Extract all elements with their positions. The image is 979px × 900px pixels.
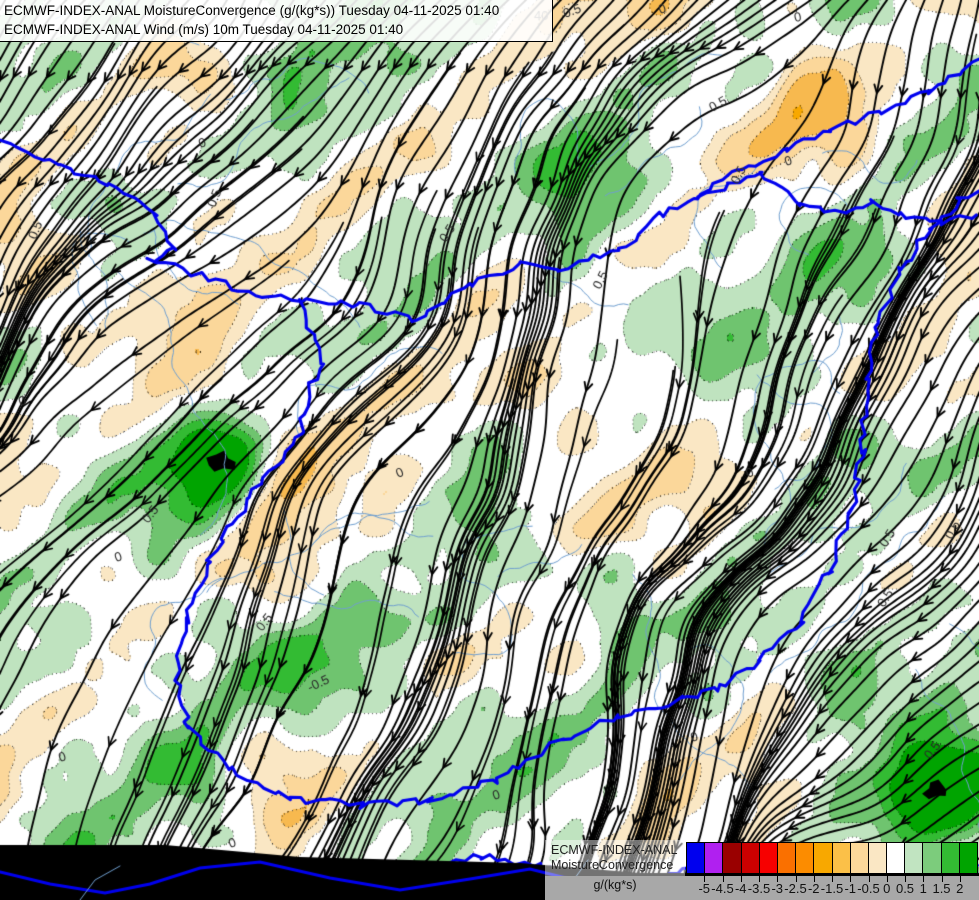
colorbar-tick-label-8: -1 <box>844 881 857 896</box>
colorbar-swatch-11[interactable] <box>887 843 906 873</box>
colorbar-swatch-1[interactable] <box>705 843 724 873</box>
colorbar-tick-1 <box>722 874 724 882</box>
colorbar-tick-12 <box>923 874 925 882</box>
colorbar-tick-label-0: -5 <box>698 881 711 896</box>
colorbar-swatches[interactable] <box>686 842 978 874</box>
colorbar-tick-7 <box>832 874 833 882</box>
colorbar-swatch-12[interactable] <box>905 843 924 873</box>
colorbar-swatch-14[interactable] <box>941 843 960 873</box>
colorbar-swatch-4[interactable] <box>759 843 778 873</box>
colorbar-tick-4 <box>777 874 779 882</box>
colorbar-swatch-5[interactable] <box>777 843 797 873</box>
colorbar-swatch-8[interactable] <box>832 843 851 873</box>
colorbar-tick-label-13: 1.5 <box>932 881 951 896</box>
colorbar-swatch-10[interactable] <box>868 843 888 873</box>
colorbar-tick-10 <box>886 874 888 882</box>
colorbar-tick-label-4: -3 <box>771 881 784 896</box>
colorbar-swatch-7[interactable] <box>814 843 833 873</box>
colorbar-tick-2 <box>740 874 742 882</box>
colorbar-swatch-13[interactable] <box>923 843 942 873</box>
colorbar-tick-13 <box>941 874 943 882</box>
colorbar-tick-label-3: -3.5 <box>747 881 771 896</box>
colorbar-swatch-2[interactable] <box>723 843 742 873</box>
colorbar-tick-3 <box>759 874 760 882</box>
map-title-overlay: ECMWF-INDEX-ANAL MoistureConvergence (g/… <box>0 0 553 42</box>
legend-gray-strip-left <box>545 876 685 900</box>
colorbar-swatch-15[interactable] <box>959 843 977 873</box>
colorbar-tick-label-12: 1 <box>919 881 927 896</box>
title-line-moisture-convergence: ECMWF-INDEX-ANAL MoistureConvergence (g/… <box>4 3 500 18</box>
colorbar-tick-label-5: -2.5 <box>784 881 807 896</box>
colorbar-tick-label-6: -2 <box>807 881 820 896</box>
colorbar-swatch-6[interactable] <box>796 843 815 873</box>
colorbar-tick-label-9: -0.5 <box>857 881 880 896</box>
legend-model-label: ECMWF-INDEX-ANAL <box>551 843 678 857</box>
colorbar-tick-8 <box>850 874 852 882</box>
colorbar-tick-0 <box>704 874 706 882</box>
colorbar-tick-label-2: -4 <box>734 881 747 896</box>
colorbar-swatch-9[interactable] <box>850 843 869 873</box>
colorbar-tick-11 <box>905 874 906 882</box>
colorbar-tick-6 <box>813 874 815 882</box>
legend-variable-label: MoistureConvergence <box>551 858 674 872</box>
colorbar-tick-14 <box>959 874 961 882</box>
colorbar-tick-label-1: -4.5 <box>711 881 734 896</box>
colorbar-tick-label-10: 0 <box>883 881 891 896</box>
colorbar-tick-9 <box>868 874 870 882</box>
colorbar-tick-label-7: -1.5 <box>820 881 844 896</box>
colorbar-swatch-3[interactable] <box>741 843 760 873</box>
colorbar-tick-5 <box>795 874 797 882</box>
colorbar-tick-label-11: 0.5 <box>895 881 915 896</box>
title-line-wind: ECMWF-INDEX-ANAL Wind (m/s) 10m Tuesday … <box>4 22 404 37</box>
colorbar-legend: ECMWF-INDEX-ANAL MoistureConvergence g/(… <box>545 840 979 900</box>
colorbar-tick-labels: -5 -4.5 -4 -3.5 -3 -2.5 -2 -1.5 -1 -0.5 0 0.5 1 1.5 2 <box>686 880 978 900</box>
colorbar-swatch-0[interactable] <box>687 843 706 873</box>
colorbar-tickmarks <box>686 874 978 882</box>
colorbar-tick-label-14: 2 <box>956 881 964 896</box>
legend-units-label: g/(kg*s) <box>593 878 637 892</box>
